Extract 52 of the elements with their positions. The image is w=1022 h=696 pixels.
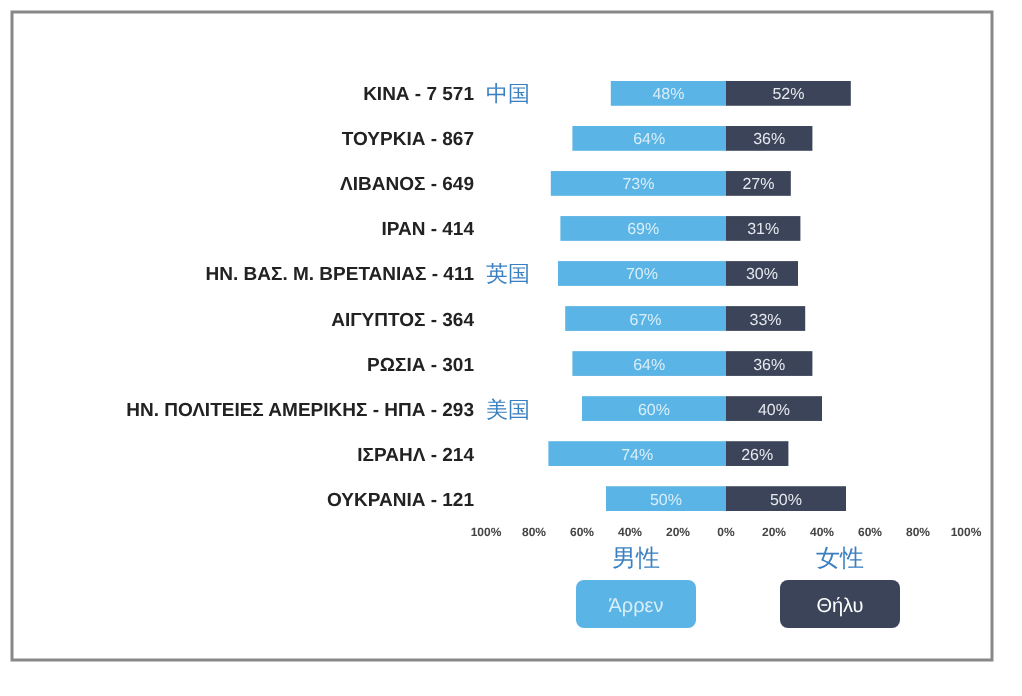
y-tick-label: ΙΣΡΑΗΛ - 214 (357, 444, 476, 467)
bar (726, 81, 851, 106)
data-label: 69% (627, 220, 660, 239)
bar (610, 81, 726, 106)
y-tick-label: ΙΡΑΝ - 414 (381, 219, 476, 242)
data-label: 26% (741, 445, 774, 464)
data-label: 64% (633, 355, 666, 374)
data-label: 67% (629, 310, 662, 329)
bar (726, 351, 813, 376)
bar (726, 486, 846, 511)
data-label: 36% (753, 130, 786, 149)
data-label: 64% (633, 130, 666, 149)
data-label: 27% (742, 175, 775, 194)
data-label: 31% (747, 220, 780, 239)
y-tick-label: ΗΝ. ΒΑΣ. Μ. ΒΡΕΤΑΝΙΑΣ - 411 (205, 264, 476, 287)
data-label: 40% (757, 400, 791, 419)
bar (726, 126, 813, 151)
data-label: 30% (745, 265, 779, 284)
text: 男性 (612, 544, 660, 572)
bar (606, 486, 726, 511)
bar (550, 171, 726, 196)
data-label: 50% (649, 490, 683, 509)
bar (548, 441, 726, 466)
data-label: 52% (772, 85, 805, 104)
data-label: 50% (769, 490, 803, 509)
y-tick-label: ΚΙΝΑ - 7 571 (363, 84, 476, 107)
data-label: 33% (749, 310, 782, 329)
y-tick-label: ΛΙΒΑΝΟΣ - 649 (340, 174, 474, 197)
y-tick-label: ΡΩΣΙΑ - 301 (367, 354, 476, 377)
bar (726, 396, 822, 421)
annotation: 美国 (486, 396, 530, 423)
data-label: 74% (621, 445, 654, 464)
data-label: 73% (622, 175, 655, 194)
text: Θήλυ (816, 596, 864, 618)
text: Άρρεν (608, 596, 664, 618)
bar (572, 351, 726, 376)
y-tick-label: ΗΝ. ΠΟΛΙΤΕΙΕΣ ΑΜΕΡΙΚΗΣ - ΗΠΑ - 293 (126, 399, 474, 422)
data-label: 48% (652, 85, 685, 104)
y-tick-label: ΟΥΚΡΑΝΙΑ - 121 (327, 489, 476, 512)
data-label: 60% (637, 400, 671, 419)
bar (565, 306, 726, 331)
text: 女性 (816, 544, 864, 572)
bar (560, 216, 726, 241)
data-label: 70% (625, 265, 659, 284)
y-tick-label: ΤΟΥΡΚΙΑ - 867 (341, 129, 474, 152)
bar (572, 126, 726, 151)
annotation: 中国 (486, 81, 530, 108)
annotation: 英国 (486, 261, 530, 288)
bar (582, 396, 726, 421)
data-label: 36% (753, 355, 786, 374)
bar (558, 261, 726, 286)
y-tick-label: ΑΙΓΥΠΤΟΣ - 364 (331, 309, 476, 332)
